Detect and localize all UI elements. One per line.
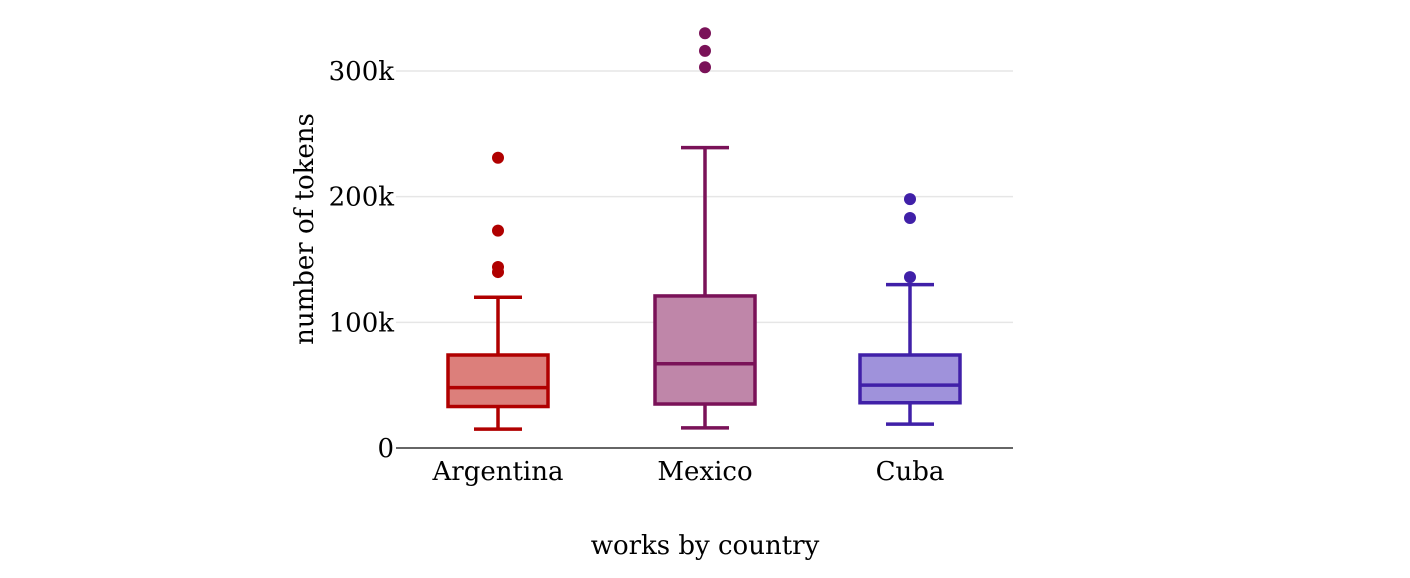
boxes-layer	[446, 27, 962, 431]
outlier-point	[492, 224, 504, 237]
y-tick-label: 0	[377, 434, 394, 464]
box-group-cuba	[858, 193, 962, 426]
box-group-argentina	[446, 151, 550, 431]
x-category-labels: Argentina Mexico Cuba	[432, 457, 945, 487]
x-category-label: Argentina	[432, 457, 564, 487]
outlier-point	[699, 61, 711, 74]
iqr-box	[858, 353, 962, 405]
outlier-point	[904, 193, 916, 206]
y-axis-title: number of tokens	[290, 113, 320, 345]
box-group-mexico	[653, 27, 757, 430]
y-tick-label: 200k	[329, 183, 395, 213]
x-category-label: Cuba	[876, 457, 945, 487]
x-axis-title: works by country	[591, 531, 820, 561]
outlier-point	[699, 27, 711, 40]
iqr-box	[653, 294, 757, 406]
outlier-point	[492, 261, 504, 274]
outlier-point	[904, 212, 916, 225]
outlier-point	[492, 151, 504, 164]
outlier-point	[904, 271, 916, 284]
outlier-point	[699, 44, 711, 57]
y-tick-label: 300k	[329, 57, 395, 87]
iqr-box	[446, 353, 550, 409]
y-tick-label: 100k	[329, 308, 395, 338]
x-category-label: Mexico	[657, 457, 752, 487]
y-tick-labels: 0 100k 200k 300k	[329, 57, 395, 464]
